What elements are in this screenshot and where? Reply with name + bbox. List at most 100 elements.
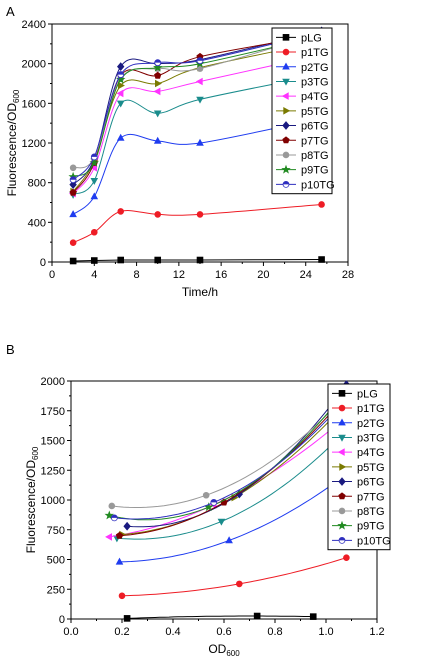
data-point-p1TG <box>196 211 204 218</box>
x-tick-label: 0.4 <box>165 626 180 638</box>
data-point-p10TG <box>196 57 204 65</box>
legend: pLG p1TG p2TG p3TG p4TG p5TG p6TG p7TG p8TG p9TG p… <box>327 383 391 551</box>
data-point-p3TG <box>116 100 125 108</box>
data-point-p6TG <box>123 521 131 531</box>
series-p1TG <box>69 201 325 246</box>
data-point-p10TG <box>110 514 118 522</box>
data-point-p1TG <box>343 554 350 562</box>
data-point-p1TG <box>236 580 243 588</box>
y-tick-label: 1500 <box>41 436 65 448</box>
x-axis-label: Time/h <box>182 285 218 299</box>
legend-marker-p10TG <box>338 536 346 544</box>
data-point-p4TG <box>195 77 203 86</box>
data-point-p2TG <box>116 133 125 141</box>
series-line-pLG <box>127 615 314 619</box>
x-tick-label: 0.0 <box>63 626 78 638</box>
data-point-pLG <box>90 257 98 264</box>
legend-marker-p3TG <box>282 78 290 86</box>
data-point-p8TG <box>202 491 210 499</box>
x-tick-label: 28 <box>342 269 354 281</box>
legend-marker-pLG <box>338 390 346 397</box>
y-tick-label: 2000 <box>22 59 46 71</box>
data-point-p7TG <box>69 188 77 196</box>
legend-marker-p8TG <box>338 507 346 515</box>
series-p8TG <box>108 394 348 510</box>
data-point-p2TG <box>115 557 124 565</box>
legend-label-p10TG: p10TG <box>357 535 391 547</box>
data-point-p3TG <box>153 110 162 118</box>
series-line-p10TG <box>114 398 347 520</box>
y-axis-label: Fluorescence/OD600 <box>24 446 40 553</box>
data-point-p1TG <box>69 239 77 246</box>
data-point-p4TG <box>90 163 97 172</box>
data-point-p10TG <box>117 71 125 78</box>
data-point-p7TG <box>154 71 162 79</box>
series-p2TG <box>69 113 326 218</box>
legend-label-p1TG: p1TG <box>357 403 385 415</box>
data-point-p3TG <box>217 518 226 526</box>
legend-label-p6TG: p6TG <box>357 477 385 489</box>
x-tick-label: 4 <box>91 269 97 281</box>
y-tick-label: 2400 <box>22 19 46 31</box>
y-tick-label: 400 <box>28 217 46 229</box>
x-tick-label: 16 <box>215 269 227 281</box>
data-point-p2TG <box>196 138 204 146</box>
x-tick-label: 24 <box>300 269 312 281</box>
y-tick-label: 0 <box>40 257 46 269</box>
legend-label-p6TG: p6TG <box>301 121 329 133</box>
data-point-p6TG <box>69 180 77 189</box>
data-point-pLG <box>253 612 261 620</box>
legend-marker-p9TG <box>337 520 347 530</box>
x-tick-label: 12 <box>173 269 185 281</box>
x-tick-label: 8 <box>134 269 140 281</box>
data-point-pLG <box>309 613 317 620</box>
data-point-p10TG <box>210 498 218 506</box>
y-tick-label: 250 <box>47 584 65 596</box>
data-point-pLG <box>196 256 204 264</box>
panel-a-label: A <box>6 4 15 19</box>
legend-marker-p8TG <box>282 151 290 159</box>
legend-label-p2TG: p2TG <box>301 62 329 74</box>
data-point-p8TG <box>69 164 77 172</box>
data-point-p6TG <box>117 62 125 71</box>
chart-b: 0.0 0.2 0.4 0.6 0.8 1.0 1.2 0 250 500 750 1000 1250 1… <box>24 376 391 658</box>
data-point-p3TG <box>90 178 99 185</box>
data-point-p1TG <box>118 592 126 600</box>
y-tick-label: 750 <box>47 525 65 537</box>
data-point-pLG <box>117 256 125 264</box>
x-tick-label: 0.2 <box>114 626 129 638</box>
series-line-p7TG <box>119 394 347 537</box>
legend-marker-p4TG <box>281 92 289 100</box>
series-line-p9TG <box>109 396 342 521</box>
data-point-p9TG <box>116 74 126 84</box>
data-point-p10TG <box>90 153 98 161</box>
series-line-p2TG <box>119 469 352 563</box>
series-pLG <box>123 612 317 622</box>
y-tick-label: 0 <box>59 614 65 626</box>
series-p5TG <box>119 396 354 539</box>
data-point-p2TG <box>69 210 77 218</box>
y-tick-label: 800 <box>28 178 46 190</box>
data-point-p10TG <box>154 59 162 67</box>
data-point-p8TG <box>108 502 116 510</box>
x-tick-label: 0 <box>49 269 55 281</box>
legend-label-p9TG: p9TG <box>357 521 385 533</box>
legend-label-p1TG: p1TG <box>301 47 329 59</box>
series-pLG <box>69 256 325 265</box>
legend-marker-p2TG <box>338 418 346 426</box>
x-tick-label: 20 <box>257 269 269 281</box>
legend-marker-p10TG <box>282 180 290 188</box>
chart-a: 0 4 8 12 16 20 24 28 0 400 800 1200 1600 2000 2400 Time… <box>5 19 354 299</box>
legend-label-p3TG: p3TG <box>357 432 385 444</box>
legend-marker-p2TG <box>282 62 290 70</box>
data-point-p2TG <box>153 136 162 144</box>
legend-label-pLG: pLG <box>357 388 378 400</box>
data-point-p1TG <box>90 228 98 236</box>
series-line-p5TG <box>121 399 350 535</box>
y-tick-label: 1200 <box>22 138 46 150</box>
data-point-p2TG <box>90 192 99 200</box>
legend-marker-p1TG <box>338 404 346 412</box>
data-point-p9TG <box>153 62 163 72</box>
data-point-p4TG <box>153 87 161 96</box>
legend-label-pLG: pLG <box>301 32 322 44</box>
